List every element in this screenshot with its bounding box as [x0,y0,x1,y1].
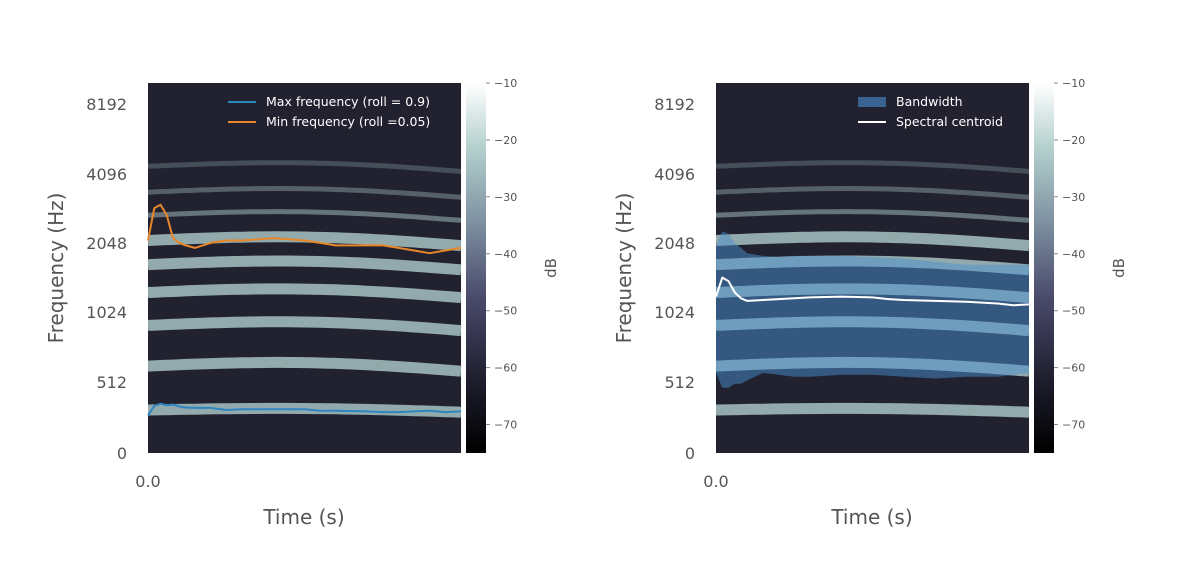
colorbar-ticks: −10 −20 −30 −40 −50 −60 −70 [1054,77,1085,432]
y-axis-ticks: 0 512 1024 2048 4096 8192 [86,95,127,463]
legend-label: Bandwidth [896,94,963,109]
colorbar-tick-label: −50 [494,305,517,318]
colorbar-tick-label: −10 [1062,77,1085,90]
colorbar-tick-label: −40 [1062,248,1085,261]
y-tick-label: 0 [117,444,127,463]
colorbar-tick-label: −40 [494,248,517,261]
x-axis-label: Time (s) [830,505,912,529]
colorbar-ticks: −10 −20 −30 −40 −50 −60 −70 [486,77,517,432]
y-tick-label: 0 [685,444,695,463]
harmonic-band [147,209,462,223]
colorbar-tick-label: −60 [1062,362,1085,375]
legend: Max frequency (roll = 0.9) Min frequency … [228,94,430,129]
harmonic-band [147,255,462,276]
min-frequency-line [147,203,462,255]
legend-label: Spectral centroid [896,114,1003,129]
colorbar [466,83,486,453]
max-frequency-line [147,402,462,417]
colorbar-tick-label: −50 [1062,305,1085,318]
y-tick-label: 4096 [654,165,695,184]
y-tick-label: 1024 [86,303,127,322]
legend-swatch [858,97,886,107]
colorbar-tick-label: −20 [1062,134,1085,147]
y-tick-label: 512 [664,373,695,392]
harmonic-bands [147,160,462,418]
harmonic-band [147,316,462,337]
x-tick-label: 0.0 [135,472,160,491]
harmonic-band [147,160,462,174]
spectrogram-panel-right: 0 512 1024 2048 4096 8192 0.0 Time (s) Freque… [612,77,1128,529]
y-axis-label: Frequency (Hz) [612,193,636,344]
y-tick-label: 4096 [86,165,127,184]
colorbar-label: dB [542,258,560,278]
harmonic-band [715,186,1030,200]
legend-label: Min frequency (roll =0.05) [266,114,430,129]
harmonic-band [715,402,1030,418]
y-tick-label: 2048 [86,234,127,253]
colorbar-tick-label: −70 [494,419,517,432]
colorbar-label: dB [1110,258,1128,278]
colorbar [1034,83,1054,453]
harmonic-band [147,231,462,252]
y-axis-label: Frequency (Hz) [44,193,68,344]
spectral-centroid-line [715,276,1030,307]
x-tick-label: 0.0 [703,472,728,491]
colorbar-tick-label: −30 [494,191,517,204]
data-series [147,203,462,417]
y-tick-label: 8192 [86,95,127,114]
y-tick-label: 2048 [654,234,695,253]
y-tick-label: 8192 [654,95,695,114]
y-axis-ticks: 0 512 1024 2048 4096 8192 [654,95,695,463]
colorbar-tick-label: −60 [494,362,517,375]
bandwidth-area [716,231,1029,388]
x-axis-label: Time (s) [262,505,344,529]
colorbar-tick-label: −20 [494,134,517,147]
harmonic-band [715,231,1030,252]
y-tick-label: 512 [96,373,127,392]
colorbar-tick-label: −30 [1062,191,1085,204]
harmonic-band [147,283,462,304]
y-tick-label: 1024 [654,303,695,322]
harmonic-band [147,356,462,377]
legend-label: Max frequency (roll = 0.9) [266,94,430,109]
spectrogram-panel-left: 0 512 1024 2048 4096 8192 0.0 Time (s) Freque… [44,77,560,529]
colorbar-tick-label: −70 [1062,419,1085,432]
harmonic-band [147,186,462,200]
colorbar-tick-label: −10 [494,77,517,90]
harmonic-band [715,160,1030,174]
data-series [715,231,1030,388]
harmonic-band [715,209,1030,223]
legend: Bandwidth Spectral centroid [858,94,1003,129]
